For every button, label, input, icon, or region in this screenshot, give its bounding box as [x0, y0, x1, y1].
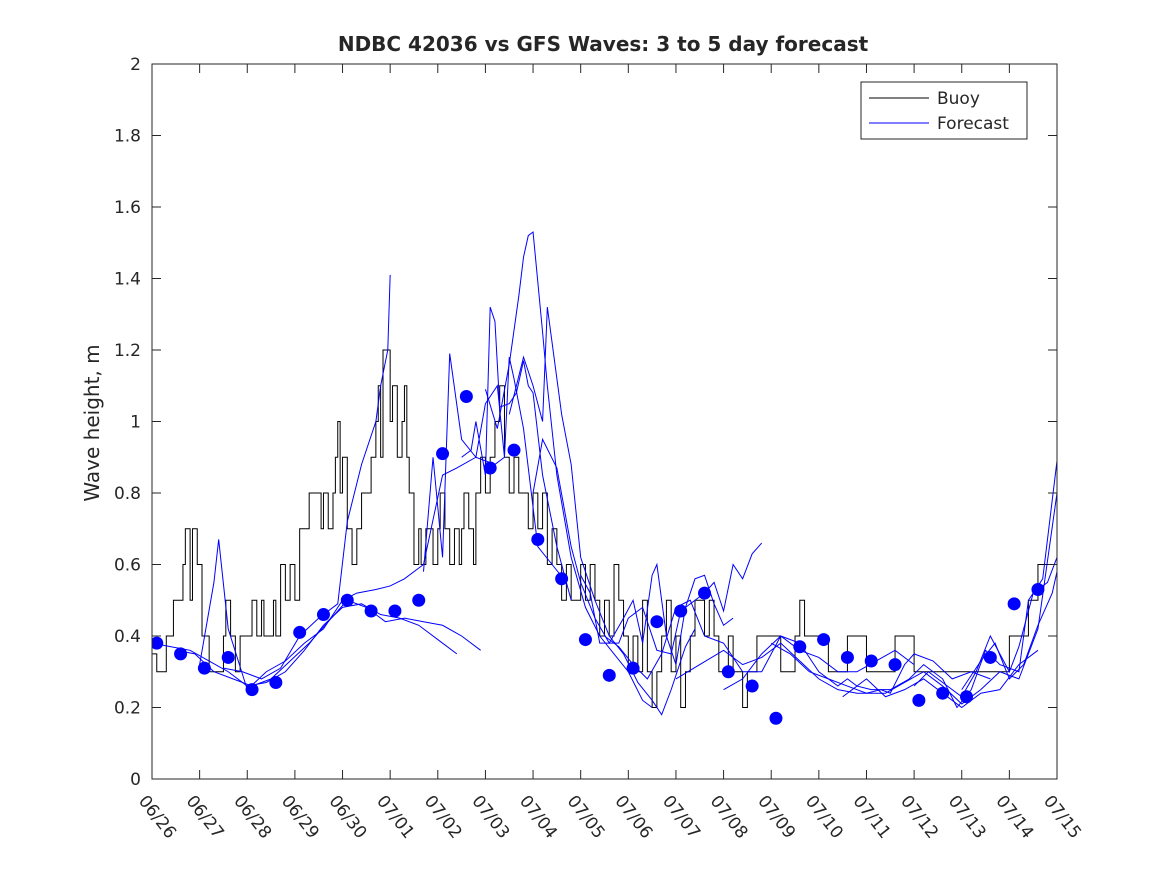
legend: Buoy Forecast: [860, 81, 1028, 140]
forecast-marker: [174, 647, 188, 661]
forecast-run-line: [423, 353, 567, 583]
forecast-marker: [197, 661, 211, 675]
forecast-marker: [531, 532, 545, 546]
forecast-run-line: [770, 492, 1057, 705]
plot-series: [152, 231, 1057, 725]
forecast-marker: [840, 650, 854, 664]
forecast-marker: [269, 675, 283, 689]
forecast-marker: [721, 665, 735, 679]
forecast-marker: [555, 572, 569, 586]
forecast-marker: [459, 389, 473, 403]
forecast-run-line: [223, 274, 391, 680]
y-tick-label: 0: [130, 770, 141, 790]
y-tick-label: 0.4: [114, 627, 141, 647]
forecast-run-line: [532, 437, 734, 665]
y-tick-label: 1.8: [114, 127, 141, 147]
series-line-buoy: [152, 349, 1057, 708]
forecast-marker: [507, 443, 521, 457]
forecast-marker: [245, 683, 259, 697]
y-tick-label: 1.6: [114, 198, 141, 218]
forecast-marker: [436, 447, 450, 461]
forecast-marker: [936, 686, 950, 700]
forecast-marker: [364, 604, 378, 618]
forecast-marker: [483, 461, 497, 475]
legend-label-forecast: Forecast: [937, 114, 1009, 134]
y-tick-label: 0.2: [114, 699, 141, 719]
forecast-marker: [983, 650, 997, 664]
legend-label-buoy: Buoy: [937, 89, 980, 109]
forecast-marker: [650, 615, 664, 629]
forecast-marker: [1031, 583, 1045, 597]
forecast-marker: [817, 633, 831, 647]
forecast-marker: [602, 668, 616, 682]
y-tick-label: 1: [130, 413, 141, 433]
forecast-marker: [960, 690, 973, 704]
forecast-marker: [578, 633, 592, 647]
forecast-marker: [221, 650, 235, 664]
forecast-marker: [412, 593, 426, 607]
forecast-marker: [1007, 597, 1021, 611]
forecast-marker: [912, 693, 926, 707]
forecast-marker: [388, 604, 402, 618]
forecast-run-line: [152, 603, 458, 687]
forecast-marker: [864, 654, 878, 668]
forecast-run-line: [484, 231, 653, 708]
forecast-marker: [769, 711, 783, 725]
y-tick-label: 1.4: [114, 270, 141, 290]
forecast-marker: [793, 640, 807, 654]
forecast-marker: [888, 658, 902, 672]
forecast-marker: [626, 661, 640, 675]
forecast-marker: [698, 586, 712, 600]
y-tick-label: 2: [130, 55, 141, 75]
forecast-run-line: [961, 571, 1057, 690]
forecast-run-line: [675, 642, 991, 694]
y-tick-label: 1.2: [114, 341, 141, 361]
forecast-marker: [745, 679, 759, 693]
forecast-run-line: [508, 307, 696, 716]
forecast-marker: [152, 636, 164, 650]
forecast-marker: [674, 604, 688, 618]
y-tick-label: 0.8: [114, 484, 141, 504]
forecast-marker: [293, 625, 307, 639]
chart-title: NDBC 42036 vs GFS Waves: 3 to 5 day fore…: [338, 32, 869, 56]
forecast-marker: [316, 608, 330, 622]
forecast-run-line: [604, 599, 915, 680]
y-tick-label: 0.6: [114, 556, 141, 576]
forecast-run-line: [461, 306, 572, 601]
legend-box: [860, 81, 1028, 140]
forecast-run-line: [723, 635, 1039, 709]
forecast-marker: [340, 593, 354, 607]
y-axis-label: Wave height, m: [80, 344, 104, 501]
